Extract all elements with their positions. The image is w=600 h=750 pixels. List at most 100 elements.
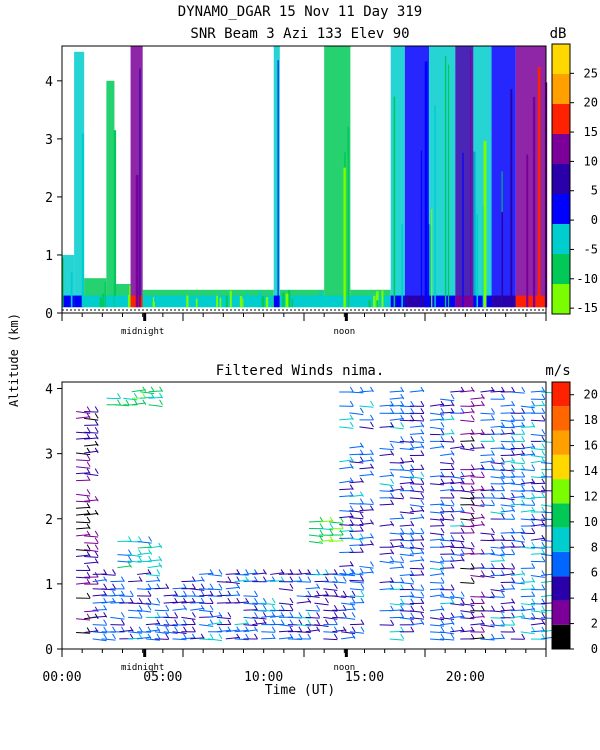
wind-barb-flag [440, 400, 445, 407]
wind-barb [190, 595, 205, 598]
wind-barb [399, 440, 414, 443]
winds-x-tick-label: 15:00 [345, 670, 384, 685]
wind-barb [440, 602, 455, 605]
wind-barb-flag [390, 584, 395, 590]
wind-barb-flag [298, 612, 303, 618]
wind-barb [379, 552, 394, 555]
wind-barb-flag [511, 527, 516, 534]
wind-barb-flag [349, 533, 354, 539]
wind-barb-flag [307, 597, 312, 604]
wind-barb-flag [349, 505, 354, 511]
wind-barb [399, 595, 414, 598]
wind-barb [389, 545, 404, 548]
wind-barb-flag [470, 541, 475, 548]
wind-barb-flag [351, 597, 356, 604]
wind-barb [252, 622, 267, 626]
wind-barb [136, 588, 152, 591]
wind-barb-flag [450, 464, 455, 470]
wind-barb-flag [440, 443, 445, 449]
wind-barb-flag [521, 464, 526, 470]
wind-barb [278, 636, 294, 640]
wind-barb [379, 490, 394, 493]
wind-barb-flag [511, 584, 516, 590]
snr-colorbar-tick-label: -15 [576, 301, 598, 315]
wind-barb [470, 397, 485, 400]
wind-barb [460, 603, 475, 607]
snr-column [473, 46, 492, 308]
wind-barb-flag [370, 519, 374, 525]
snr-streak [482, 206, 485, 308]
wind-barb [490, 546, 505, 549]
snr-streak [368, 299, 371, 308]
winds-colorbar-swatch [552, 406, 570, 431]
wind-barb-flag [531, 407, 536, 414]
snr-streak [62, 257, 64, 308]
wind-barb-flag [165, 626, 170, 632]
wind-barb-flag [491, 527, 495, 534]
wind-barb [76, 493, 91, 497]
snr-streak [537, 67, 541, 308]
wind-barb-flag [329, 529, 334, 536]
wind-barb-flag [351, 633, 356, 640]
wind-barb [339, 529, 354, 533]
wind-barb [359, 459, 374, 463]
wind-barb-flag [191, 626, 196, 632]
wind-barb-flag [316, 612, 321, 618]
wind-barb [430, 588, 445, 591]
wind-barb-flag [440, 534, 445, 541]
wind-barb-flag [112, 633, 116, 640]
wind-barb-flag [147, 633, 152, 640]
wind-barb [450, 559, 465, 562]
wind-barb-flag [400, 415, 405, 421]
wind-barb [172, 587, 187, 590]
wind-barb [379, 523, 394, 527]
wind-barb [76, 452, 91, 456]
wind-barb [520, 405, 535, 409]
snr-streak [225, 295, 228, 308]
wind-barb [430, 483, 445, 486]
wind-barb-flag [440, 520, 445, 527]
snr-column [515, 46, 546, 308]
wind-barb-flag [359, 407, 364, 414]
wind-barb [399, 511, 414, 514]
wind-barb-flag [117, 399, 121, 406]
wind-barb-flag [351, 604, 356, 611]
wind-barb [500, 482, 515, 485]
snr-streak [246, 291, 249, 308]
wind-barb [339, 524, 354, 527]
wind-barb [92, 638, 107, 642]
snr-y-tick-label: 4 [45, 75, 53, 90]
wind-barb [480, 574, 495, 578]
y-axis-label: Altitude (km) [7, 313, 21, 407]
wind-barb-flag [112, 597, 116, 604]
snr-streak [81, 133, 85, 308]
wind-barb [470, 476, 485, 478]
snr-column [74, 51, 85, 308]
wind-barb [510, 495, 525, 499]
wind-barb-flag [218, 569, 223, 575]
wind-barb-flag [470, 471, 475, 477]
snr-colorbar-swatch [552, 74, 570, 104]
wind-barb-flag [94, 440, 99, 447]
wind-barb [450, 476, 465, 480]
wind-barb-flag [420, 499, 425, 506]
wind-barb-flag [541, 556, 546, 562]
wind-barb [287, 580, 302, 583]
wind-barb [128, 616, 143, 619]
snr-streak [129, 285, 131, 308]
wind-barb-flag [218, 590, 223, 597]
wind-barb-flag [470, 499, 475, 506]
winds-colorbar-swatch [552, 624, 570, 649]
wind-barb-flag [511, 443, 516, 449]
snr-streak [202, 294, 204, 308]
wind-barb-flag [511, 549, 516, 555]
winds-y-tick-label: 4 [45, 383, 53, 398]
wind-barb [500, 588, 515, 591]
wind-barb-flag [128, 549, 132, 555]
wind-barb [500, 601, 515, 605]
wind-barb-flag [491, 429, 495, 435]
snr-streak [102, 293, 105, 308]
wind-barb [270, 579, 285, 583]
snr-streak [277, 60, 279, 308]
wind-barb [520, 546, 535, 549]
